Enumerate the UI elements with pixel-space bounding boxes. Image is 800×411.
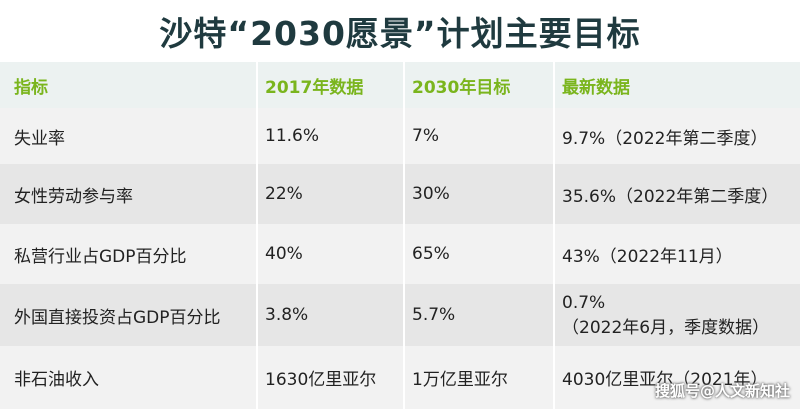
cell-latest: 0.7% （2022年6月，季度数据） — [562, 284, 769, 346]
cell-indicator: 私营行业占GDP百分比 — [14, 246, 187, 267]
cell-2017: 22% — [265, 184, 303, 204]
header-latest: 最新数据 — [562, 77, 630, 98]
table-header-row: 指标 2017年数据 2030年目标 最新数据 — [0, 62, 800, 110]
cell-latest-value: 0.7% — [562, 292, 606, 313]
cell-indicator: 外国直接投资占GDP百分比 — [14, 307, 221, 328]
table-row: 失业率 11.6% 7% 9.7%（2022年第二季度） — [0, 108, 800, 166]
cell-2017: 3.8% — [265, 305, 309, 325]
header-2030: 2030年目标 — [412, 77, 511, 98]
cell-2030: 7% — [412, 126, 439, 146]
cell-latest: 35.6%（2022年第二季度） — [562, 186, 779, 207]
table-row: 外国直接投资占GDP百分比 3.8% 5.7% 0.7% （2022年6月，季度… — [0, 284, 800, 348]
cell-latest-note: （2022年6月，季度数据） — [562, 317, 770, 338]
cell-2030: 65% — [412, 244, 450, 264]
page-title: 沙特“2030愿景”计划主要目标 — [159, 14, 641, 53]
cell-latest: 43%（2022年11月） — [562, 246, 733, 267]
watermark: 搜狐号@人文新知社 — [654, 382, 790, 400]
cell-2017: 40% — [265, 244, 303, 264]
cell-2017: 11.6% — [265, 126, 320, 146]
header-2017: 2017年数据 — [265, 77, 364, 98]
cell-latest: 9.7%（2022年第二季度） — [562, 128, 768, 149]
table-row: 非石油收入 1630亿里亚尔 1万亿里亚尔 4030亿里亚尔（2021年） — [0, 346, 800, 411]
header-indicator: 指标 — [14, 77, 48, 98]
cell-indicator: 失业率 — [14, 128, 65, 149]
cell-2030: 1万亿里亚尔 — [412, 370, 508, 390]
cell-2017: 1630亿里亚尔 — [265, 370, 377, 390]
cell-2030: 30% — [412, 184, 450, 204]
table-row: 私营行业占GDP百分比 40% 65% 43%（2022年11月） — [0, 224, 800, 286]
cell-latest: 4030亿里亚尔（2021年） — [562, 370, 768, 390]
cell-indicator: 女性劳动参与率 — [14, 186, 133, 207]
table-row: 女性劳动参与率 22% 30% 35.6%（2022年第二季度） — [0, 164, 800, 226]
cell-2030: 5.7% — [412, 305, 456, 325]
data-table: 指标 2017年数据 2030年目标 最新数据 失业率 11.6% 7% 9.7… — [0, 62, 800, 411]
cell-indicator: 非石油收入 — [14, 370, 99, 390]
